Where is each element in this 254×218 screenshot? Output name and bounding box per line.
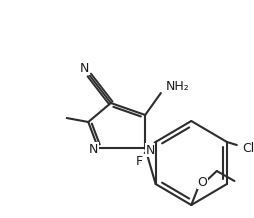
Text: N: N — [79, 61, 89, 75]
Text: NH₂: NH₂ — [165, 80, 189, 92]
Text: F: F — [135, 155, 142, 167]
Text: N: N — [88, 143, 98, 155]
Text: Cl: Cl — [242, 141, 254, 155]
Text: O: O — [196, 175, 206, 189]
Text: N: N — [145, 143, 154, 157]
